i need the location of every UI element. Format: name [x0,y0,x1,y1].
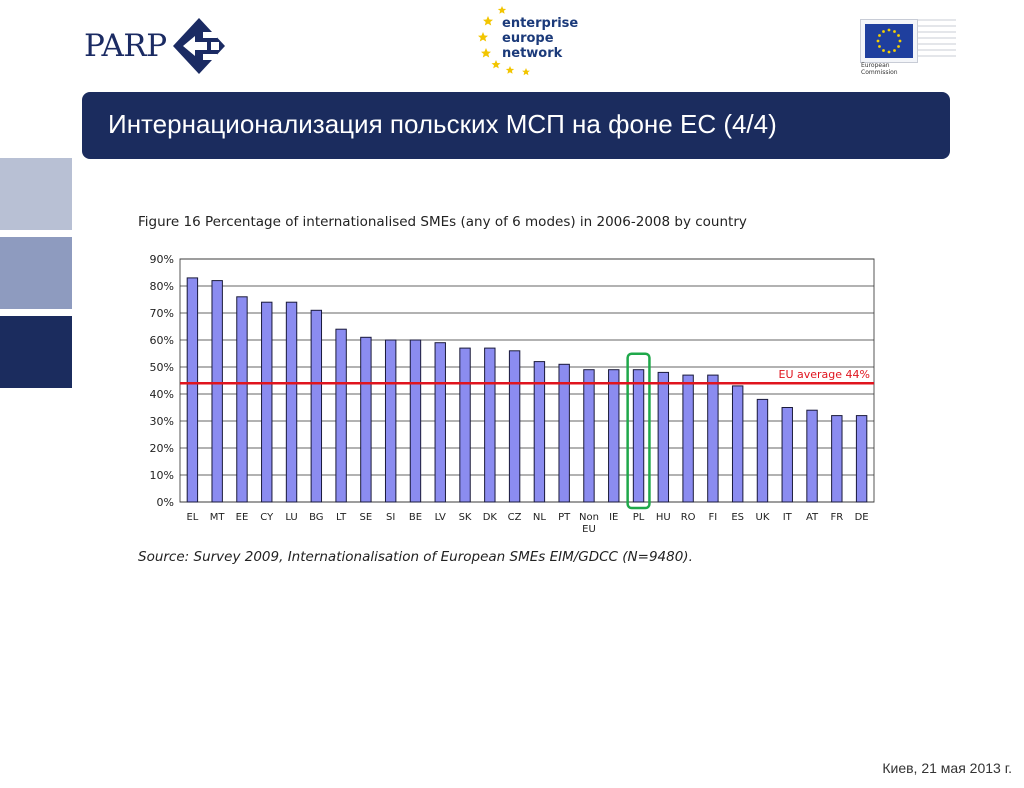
bar-ro [682,374,694,503]
y-tick-label: 10% [150,469,174,482]
x-tick-label: SE [360,512,373,523]
figure-source: Source: Survey 2009, Internationalisatio… [138,549,693,565]
x-tick-label: SK [459,512,472,523]
y-tick-label: 40% [150,388,174,401]
x-tick-label: DE [855,512,869,523]
x-tick-label: EL [186,512,198,523]
x-tick-label: PT [558,512,571,523]
decor-block-light [0,158,72,230]
ec-building-lines-icon [918,19,956,57]
bar-se [360,336,372,503]
x-tick-label: BG [309,512,323,523]
x-tick-label: FR [830,512,843,523]
x-tick-label: EE [236,512,249,523]
eu-average-label: EU average 44% [779,368,870,381]
x-tick-label: UK [756,512,770,523]
bar-mt [211,280,223,503]
bar-at [806,409,818,503]
y-tick-label: 30% [150,415,174,428]
y-tick-label: 90% [150,253,174,266]
x-tick-label: CY [260,512,274,523]
bar-fi [707,374,719,503]
bar-bg [310,309,323,503]
bar-sk [459,347,471,503]
y-tick-label: 60% [150,334,174,347]
x-tick-label: Non [579,512,599,523]
x-tick-label: SI [386,512,395,523]
star-circle-icon [478,6,530,76]
x-tick-label: HU [656,512,671,523]
bar-pl [632,369,645,503]
ec-logo-text: European Commission [861,62,898,76]
bar-si [384,339,397,503]
y-tick-label: 70% [150,307,174,320]
bar-hu [657,371,670,503]
x-tick-label: IE [609,512,618,523]
x-tick-label: IT [783,512,793,523]
x-tick-label: DK [483,512,498,523]
y-tick-label: 20% [150,442,174,455]
bar-fr [831,415,843,503]
x-tick-label: AT [806,512,819,523]
bar-pt [558,363,570,503]
y-tick-label: 0% [157,496,174,509]
bar-uk [756,398,769,503]
bar-cy [261,301,273,503]
bar-chart: 0% 10% 20% 30% 40% 50% 60% 70% 80% 90% EL MT EE CY LU B… [150,253,875,535]
x-tick-label: MT [210,512,226,523]
decor-block-medium [0,237,72,309]
decor-block-dark [0,316,72,388]
x-tick-label: RO [681,512,696,523]
bar-be [409,339,422,503]
x-tick-label: ES [731,512,744,523]
x-tick-label: LT [336,512,347,523]
parp-arrow-icon [172,18,225,74]
bar-ie [608,369,620,503]
page-title: Интернационализация польских МСП на фоне… [108,109,777,139]
x-tick-label: LV [435,512,446,523]
bar-el [186,277,199,503]
figure-caption: Figure 16 Percentage of internationalise… [138,214,747,230]
parp-logo: PARP [84,18,225,74]
x-tick-label: BE [409,512,422,523]
x-tick-label: LU [285,512,297,523]
bar-it [781,407,793,503]
title-bar: Интернационализация польских МСП на фоне… [82,92,950,159]
x-tick-label: FI [709,512,718,523]
bar-cz [508,350,521,503]
highlight-box-pl [626,352,651,510]
footer-date: Киев, 21 мая 2013 г. [882,760,1012,776]
x-tick-label: PL [633,512,645,523]
parp-logo-text: PARP [84,28,167,64]
plot-area [179,258,875,503]
bar-lu [285,301,298,503]
x-tick-label: EU [582,524,596,535]
y-tick-label: 50% [150,361,174,374]
bar-es [731,385,744,503]
bar-ee [236,296,248,503]
bar-nl [533,361,546,503]
bar-non-eu [583,369,595,503]
een-logo-text: enterprise europe network [502,16,579,61]
eu-flag-icon [860,19,918,63]
x-tick-label: CZ [508,512,522,523]
y-tick-label: 80% [150,280,174,293]
een-logo: enterprise europe network [474,2,584,80]
x-tick-label: NL [533,512,546,523]
bar-dk [484,347,496,503]
european-commission-logo: European Commission [836,14,958,80]
bar-de [855,415,868,503]
bar-lt [335,328,347,503]
bar-lv [434,342,446,503]
